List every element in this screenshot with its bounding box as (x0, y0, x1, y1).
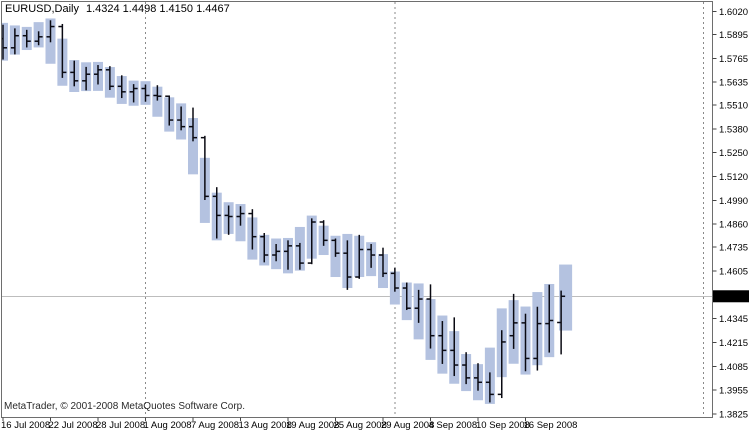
y-axis-label: 1.5635 (719, 78, 748, 89)
y-axis-label: 1.5510 (719, 101, 748, 112)
y-axis-label: 1.4085 (719, 362, 748, 373)
y-axis-label: 1.5895 (719, 30, 748, 41)
y-axis-label: 1.4860 (719, 220, 748, 231)
y-axis-label: 1.5380 (719, 124, 748, 135)
x-axis-label: 13 Aug 2008 (239, 420, 292, 430)
x-axis-label: 28 Jul 2008 (96, 420, 145, 430)
x-axis-label: 4 Sep 2008 (429, 420, 478, 430)
chart-title: EURUSD,Daily 1.4324 1.4498 1.4150 1.4467 (5, 3, 230, 15)
x-axis-label: 19 Aug 2008 (286, 420, 339, 430)
time-axis[interactable] (0, 419, 712, 430)
plot-area[interactable] (0, 2, 712, 418)
range-box (2, 22, 8, 61)
range-box (152, 86, 163, 117)
x-axis-label: 16 Sep 2008 (524, 420, 578, 430)
x-axis-label: 22 Jul 2008 (49, 420, 98, 430)
plot-border (1, 1, 713, 418)
current-price-tag (713, 290, 749, 303)
range-box (559, 264, 573, 331)
y-axis-label: 1.4735 (719, 243, 748, 254)
y-axis-label: 1.6020 (719, 7, 748, 18)
y-axis-label: 1.3955 (719, 386, 748, 397)
chart-ohlc-quote: 1.4324 1.4498 1.4150 1.4467 (85, 3, 230, 15)
y-axis-label: 1.5765 (719, 54, 748, 65)
chart-symbol-period: EURUSD,Daily (5, 3, 79, 15)
y-axis-label: 1.4215 (719, 338, 748, 349)
x-axis-label: 7 Aug 2008 (191, 420, 239, 430)
copyright-watermark: MetaTrader, © 2001-2008 MetaQuotes Softw… (4, 401, 246, 412)
x-axis-label: 1 Aug 2008 (144, 420, 192, 430)
y-axis-label: 1.5120 (719, 172, 748, 183)
y-axis-label: 1.4345 (719, 314, 748, 325)
x-axis-label: 16 Jul 2008 (1, 420, 50, 430)
y-axis-label: 1.4605 (719, 266, 748, 277)
y-axis-label: 1.5250 (719, 148, 748, 159)
y-axis-label: 1.3825 (719, 410, 748, 421)
current-price-tag-label: 1.4467 (717, 292, 746, 303)
y-axis-label: 1.4990 (719, 196, 748, 207)
price-axis[interactable] (713, 0, 750, 430)
x-axis-label: 10 Sep 2008 (476, 420, 530, 430)
range-box (188, 118, 198, 175)
x-axis-label: 29 Aug 2008 (381, 420, 434, 430)
x-axis-label: 25 Aug 2008 (334, 420, 387, 430)
